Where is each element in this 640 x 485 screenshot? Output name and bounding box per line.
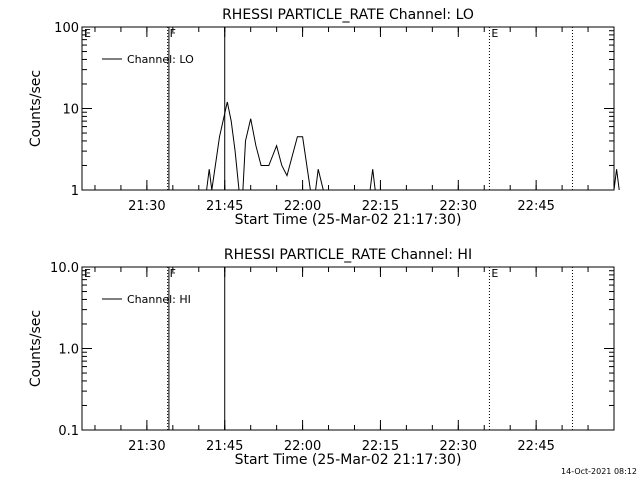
panel-1-series-segment — [613, 169, 620, 191]
panel-2-xlabel: Start Time (25-Mar-02 21:17:30) — [235, 452, 462, 468]
panel-1-marker-label: E — [491, 27, 498, 40]
panel-1-xtick-label: 22:30 — [440, 199, 477, 214]
panel-2-legend-label: Channel: HI — [127, 293, 191, 306]
panel-1-xlabel: Start Time (25-Mar-02 21:17:30) — [235, 212, 462, 228]
panel-2-title: RHESSI PARTICLE_RATE Channel: HI — [224, 247, 472, 263]
panel-2-xtick-label: 22:15 — [362, 439, 399, 454]
panel-2-marker-label: E — [84, 267, 91, 280]
panel-1-series-line — [206, 101, 324, 191]
panel-1-xtick-label: 22:00 — [284, 199, 321, 214]
panel-2-xtick-label: 21:30 — [128, 439, 165, 454]
panel-1-xtick-label: 22:45 — [517, 199, 554, 214]
panel-1-xtick-label: 22:15 — [362, 199, 399, 214]
panel-1-xtick-label: 21:45 — [206, 199, 243, 214]
panel-1-marker-label: F — [170, 27, 176, 40]
panel-2-ytick-label: 0.1 — [58, 424, 79, 439]
panel-2-xtick-label: 21:45 — [206, 439, 243, 454]
panel-1-ytick-label: 100 — [54, 21, 79, 36]
footer-timestamp: 14-Oct-2021 08:12 — [561, 467, 637, 476]
panel-1-ytick-label: 10 — [62, 103, 79, 118]
panel-2-marker-label: F — [170, 267, 176, 280]
panel-2-xtick-label: 22:45 — [517, 439, 554, 454]
panel-1-series-segment — [369, 169, 376, 191]
panel-2-xtick-label: 22:30 — [440, 439, 477, 454]
panel-2-ytick-label: 10.0 — [50, 261, 79, 276]
panel-1-ytick-label: 1 — [71, 184, 79, 199]
panel-2-xtick-label: 22:00 — [284, 439, 321, 454]
panel-2-ytick-label: 1.0 — [58, 343, 79, 358]
panel-2-marker-label: E — [491, 267, 498, 280]
panel-2-ylabel: Counts/sec — [28, 310, 44, 387]
panel-1-ylabel: Counts/sec — [28, 70, 44, 147]
panel-1-marker-label: E — [84, 27, 91, 40]
panel-1-xtick-label: 21:30 — [128, 199, 165, 214]
panel-1-title: RHESSI PARTICLE_RATE Channel: LO — [222, 7, 474, 23]
panel-1-legend-label: Channel: LO — [127, 53, 194, 66]
